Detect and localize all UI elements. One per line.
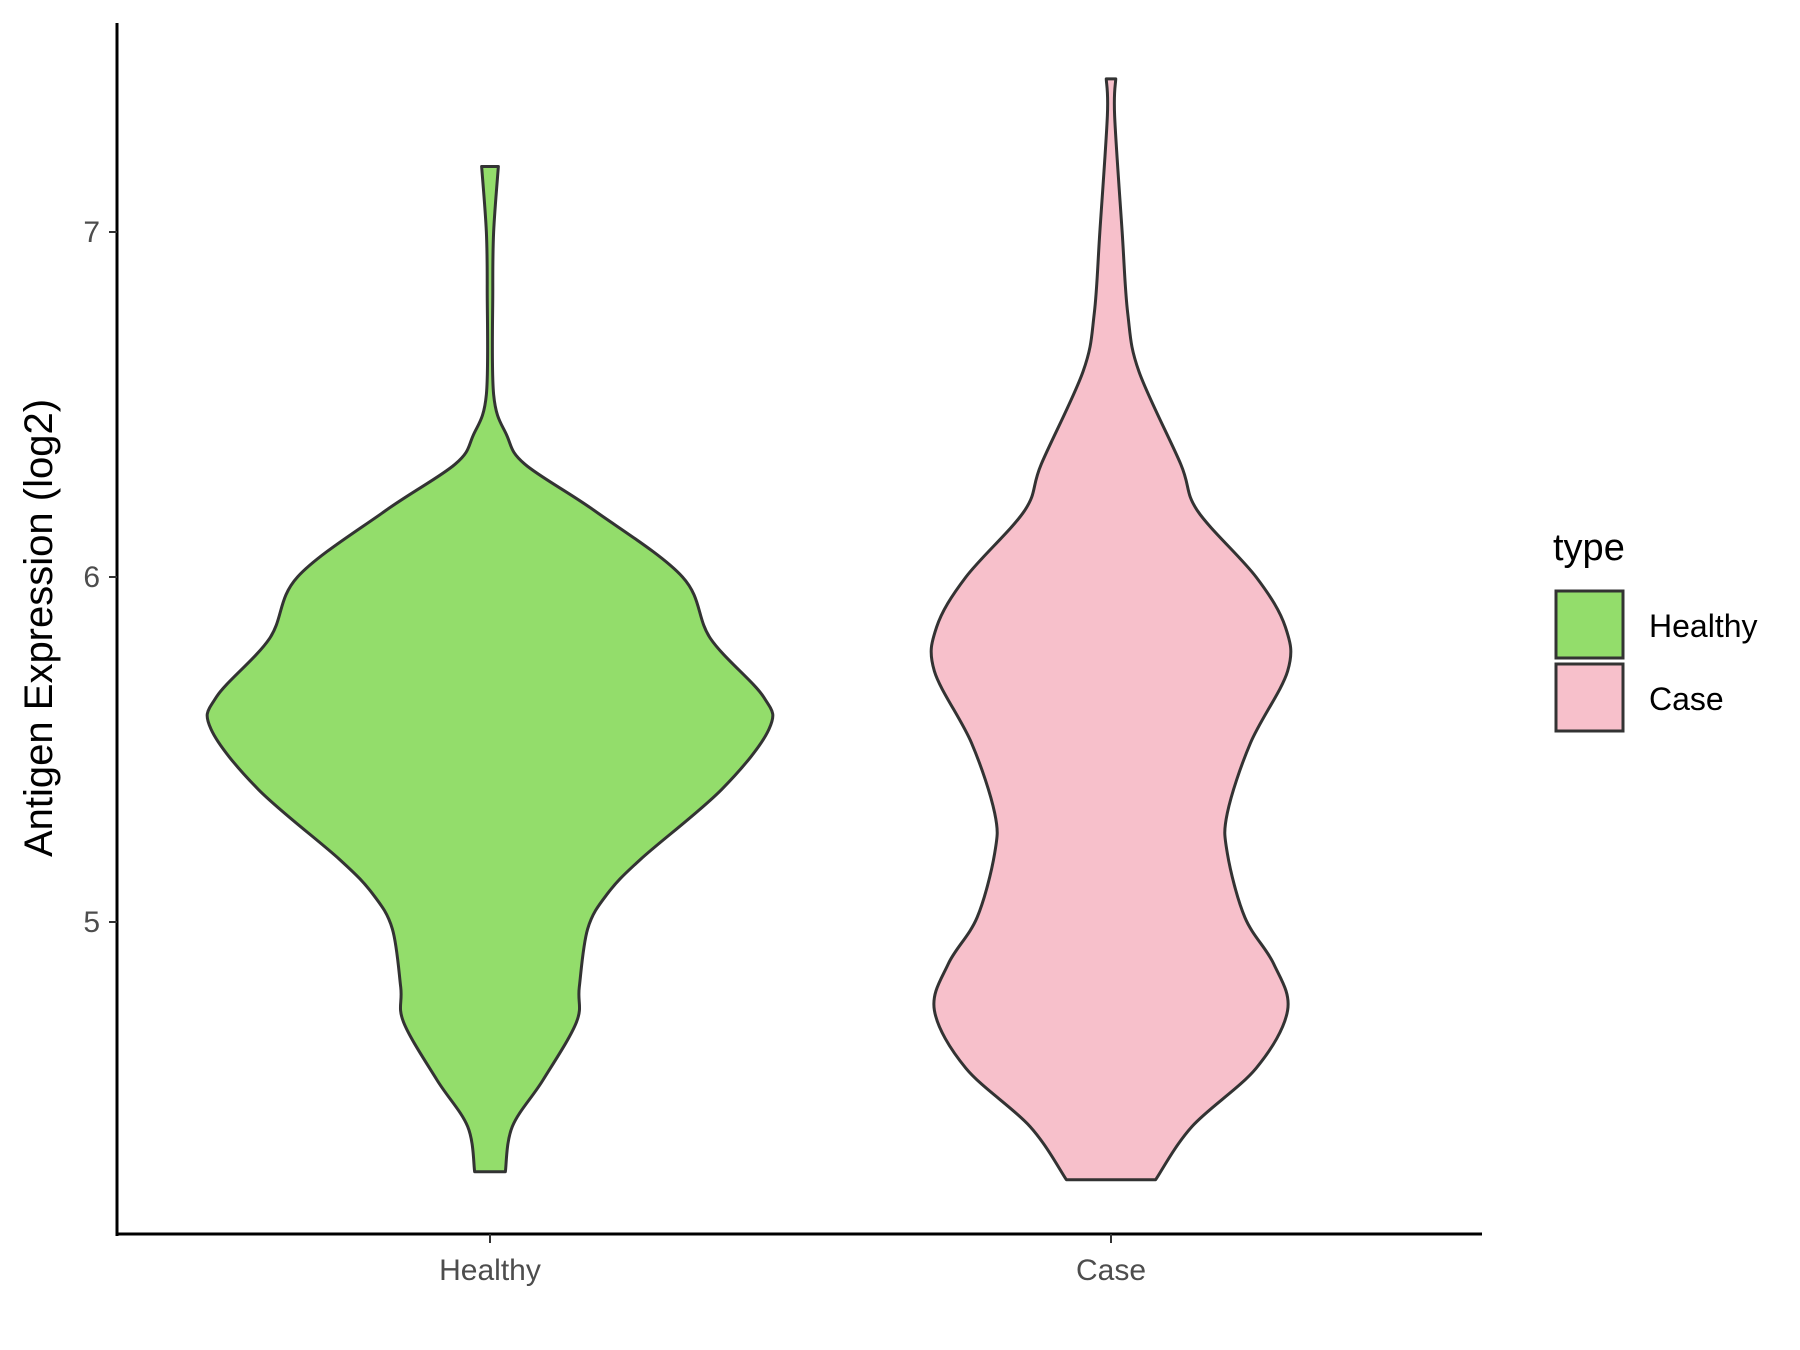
legend-key-healthy	[1554, 589, 1625, 660]
y-axis-label: Antigen Expression (log2)	[17, 399, 61, 857]
y-tick-label: 5	[83, 906, 100, 939]
violin-healthy	[205, 164, 775, 1174]
y-tick-label: 7	[83, 216, 100, 249]
x-tick-label: Case	[1076, 1254, 1146, 1287]
violin-case	[929, 77, 1293, 1182]
y-tick-label: 6	[83, 561, 100, 594]
x-ticks: Healthy Case	[439, 1234, 1146, 1287]
y-ticks: 5 6 7	[83, 216, 117, 939]
legend-title: type	[1553, 527, 1625, 569]
x-tick-label: Healthy	[439, 1254, 541, 1287]
legend-label-case: Case	[1649, 681, 1724, 717]
legend: type Healthy Case	[1553, 527, 1758, 733]
legend-key-case	[1554, 662, 1625, 733]
legend-label-healthy: Healthy	[1649, 608, 1758, 644]
violins	[205, 77, 1293, 1182]
